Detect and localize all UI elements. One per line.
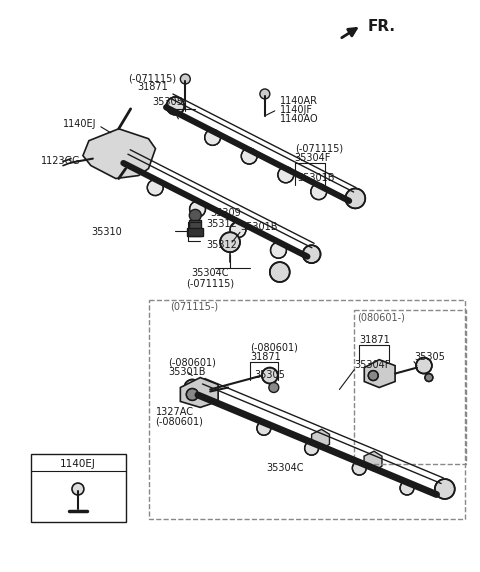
Circle shape [435, 479, 455, 499]
Circle shape [311, 184, 327, 200]
Circle shape [230, 222, 246, 237]
Text: (-080601): (-080601) [250, 343, 298, 353]
Text: (-071115): (-071115) [186, 278, 234, 288]
Polygon shape [180, 378, 218, 407]
Text: 31871: 31871 [360, 335, 390, 345]
Bar [148, 300, 465, 519]
Circle shape [257, 422, 271, 435]
Circle shape [186, 388, 198, 400]
Circle shape [262, 368, 278, 383]
Text: 35304C: 35304C [192, 268, 229, 278]
Circle shape [72, 483, 84, 495]
Circle shape [346, 189, 365, 208]
Circle shape [269, 383, 279, 392]
Circle shape [167, 97, 184, 115]
Circle shape [204, 129, 221, 145]
Circle shape [270, 262, 290, 282]
Circle shape [189, 209, 201, 221]
Text: (071115-): (071115-) [170, 302, 218, 312]
Bar [31, 454, 126, 522]
Text: 1140AO: 1140AO [280, 114, 318, 124]
Text: 35301B: 35301B [240, 223, 277, 232]
Text: 35305: 35305 [414, 352, 445, 362]
Circle shape [278, 167, 294, 183]
Text: 35310: 35310 [91, 227, 121, 237]
Text: 35304F: 35304F [295, 153, 331, 162]
Text: (080601-): (080601-) [357, 313, 405, 323]
Polygon shape [312, 430, 329, 449]
Text: 1140AR: 1140AR [280, 96, 318, 106]
Circle shape [368, 371, 378, 380]
Polygon shape [83, 129, 156, 178]
Text: 1140EJ: 1140EJ [63, 119, 96, 129]
Text: 35301B: 35301B [168, 367, 206, 376]
Text: (-071115): (-071115) [295, 144, 343, 154]
Circle shape [190, 201, 205, 217]
Circle shape [425, 374, 433, 382]
Text: 31871: 31871 [250, 352, 281, 362]
Text: 35312: 35312 [206, 240, 237, 250]
Text: 35301B: 35301B [298, 173, 335, 182]
Polygon shape [364, 360, 395, 387]
Circle shape [352, 461, 366, 475]
Text: 1123GG: 1123GG [41, 156, 81, 166]
Text: 35305: 35305 [153, 97, 183, 107]
Circle shape [220, 232, 240, 252]
Text: 35309: 35309 [210, 208, 241, 219]
Text: 35305: 35305 [254, 370, 285, 380]
Text: 35304F: 35304F [354, 360, 391, 370]
Circle shape [416, 358, 432, 374]
Polygon shape [364, 451, 382, 471]
Text: (-071115): (-071115) [129, 73, 177, 83]
Text: 35304C: 35304C [266, 463, 303, 473]
Text: FR.: FR. [367, 19, 395, 34]
Circle shape [184, 380, 200, 395]
Circle shape [302, 245, 321, 263]
Circle shape [241, 148, 257, 164]
Text: (-080601): (-080601) [168, 358, 216, 368]
Bar [187, 228, 203, 236]
Circle shape [180, 74, 190, 84]
Bar [354, 310, 466, 464]
Circle shape [271, 243, 287, 258]
Text: 1327AC: 1327AC [156, 407, 193, 418]
Text: 31871: 31871 [137, 82, 168, 92]
Bar [189, 220, 201, 236]
Circle shape [400, 481, 414, 495]
Circle shape [305, 441, 319, 455]
Text: 1140EJ: 1140EJ [60, 459, 96, 469]
Text: (-080601): (-080601) [156, 416, 204, 426]
Text: 1140JF: 1140JF [280, 105, 313, 115]
Circle shape [147, 180, 163, 196]
Circle shape [260, 89, 270, 99]
Text: 35312: 35312 [206, 219, 237, 229]
